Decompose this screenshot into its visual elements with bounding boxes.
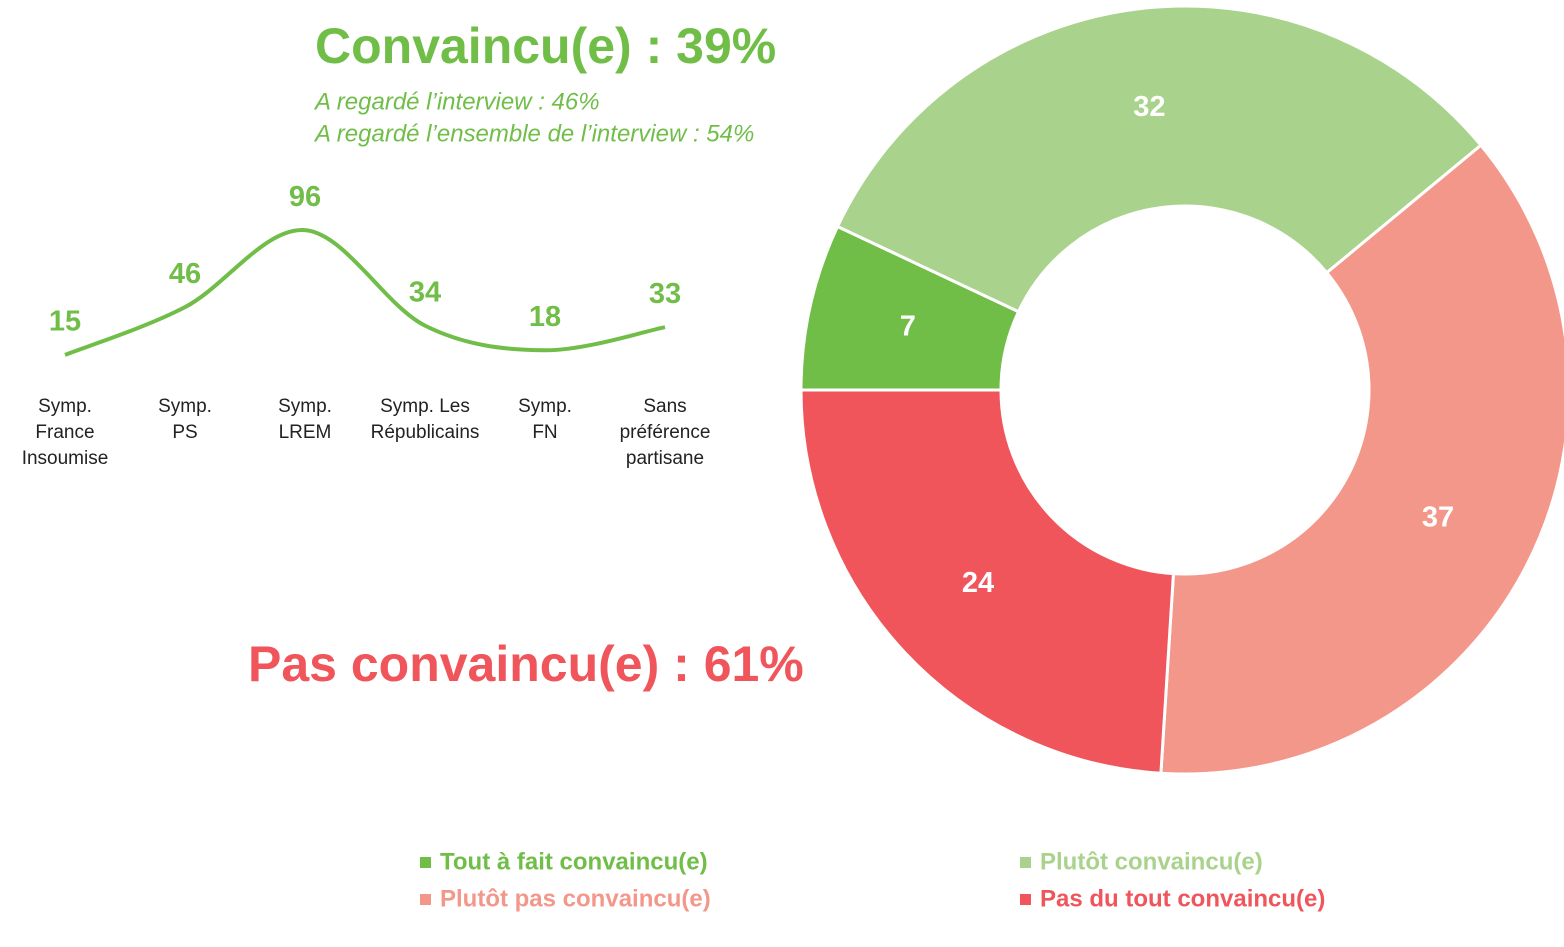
data-label: 34 — [409, 276, 441, 308]
data-label: 96 — [289, 181, 321, 213]
x-tick-label-line: Symp. — [518, 396, 572, 417]
legend-marker — [1020, 857, 1031, 868]
data-label: 15 — [49, 306, 81, 338]
legend-marker — [420, 857, 431, 868]
x-tick-label-line: Symp. — [278, 396, 332, 417]
x-tick-label-line: PS — [172, 422, 197, 443]
subtitle: A regardé l’interview : 46% — [313, 88, 600, 115]
legend-label: Plutôt convaincu(e) — [1040, 848, 1263, 875]
data-label: 32 — [1133, 91, 1165, 123]
x-tick-label-line: préférence — [620, 422, 711, 443]
legend-label: Pas du tout convaincu(e) — [1040, 885, 1325, 912]
x-tick-label: Symp. LREM — [278, 396, 332, 443]
data-label: 33 — [649, 278, 681, 310]
x-tick-label: Symp. PS — [158, 396, 212, 443]
x-tick-label-line: Symp. Les — [380, 396, 470, 417]
data-label: 24 — [962, 567, 994, 599]
line — [64, 228, 666, 357]
donut-segment — [1159, 143, 1564, 776]
x-tick-label-line: Symp. — [158, 396, 212, 417]
convinced-title: Convaincu(e) : 39% — [315, 18, 776, 74]
donut-segment — [799, 388, 1176, 775]
x-tick-label-line: Insoumise — [22, 448, 109, 469]
x-tick-label-line: Républicains — [371, 422, 480, 443]
subtitle: A regardé l’ensemble de l’interview : 54… — [313, 120, 754, 147]
not-convinced-title: Pas convaincu(e) : 61% — [248, 636, 804, 692]
x-tick-label: Sans préférence partisane — [620, 396, 711, 469]
donut-segment — [835, 4, 1483, 314]
legend-label: Plutôt pas convaincu(e) — [440, 885, 711, 912]
x-tick-label-line: Symp. — [38, 396, 92, 417]
x-tick-label-line: France — [35, 422, 94, 443]
x-tick-label-line: partisane — [626, 448, 704, 469]
legend-label: Tout à fait convaincu(e) — [440, 848, 708, 875]
data-label: 46 — [169, 258, 201, 290]
x-tick-label-line: FN — [532, 422, 557, 443]
data-label: 18 — [529, 301, 561, 333]
x-tick-label-line: LREM — [279, 422, 332, 443]
data-label: 7 — [900, 311, 916, 343]
legend-marker — [1020, 894, 1031, 905]
x-tick-label-line: Sans — [643, 396, 686, 417]
x-tick-label: Symp. France Insoumise — [22, 396, 109, 469]
x-tick-label: Symp. FN — [518, 396, 572, 443]
data-label: 37 — [1422, 502, 1454, 534]
legend-marker — [420, 894, 431, 905]
x-tick-label: Symp. Les Républicains — [371, 396, 480, 443]
